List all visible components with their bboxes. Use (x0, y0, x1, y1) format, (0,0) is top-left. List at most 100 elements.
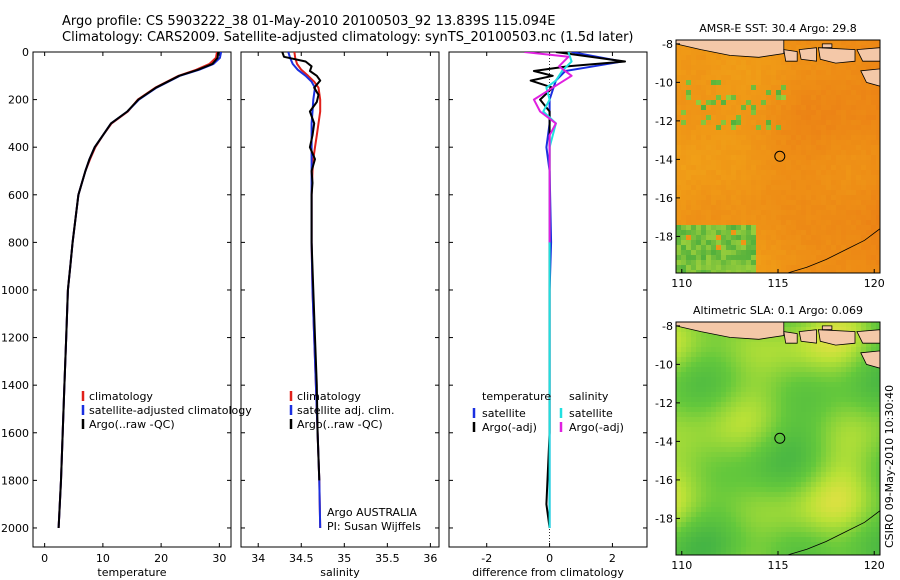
sla_map-cell (876, 477, 880, 483)
sla_map-cell (816, 522, 822, 528)
sla_map-cell (851, 452, 857, 458)
sst_map-cell (776, 255, 782, 261)
sla_map-cell (751, 342, 757, 348)
sla_map-cell (756, 547, 762, 553)
sst_map-cell (781, 120, 787, 126)
sla_map-cell (761, 402, 767, 408)
sst_map-cell (706, 250, 712, 256)
sla_map-cell (711, 352, 717, 358)
sla_map-cell (846, 507, 852, 513)
sst_map-cell (696, 170, 702, 176)
sla_map-cell (746, 397, 752, 403)
sla_map-cell (786, 347, 792, 353)
sst_map-cell (696, 215, 702, 221)
island-landmass (860, 68, 880, 87)
sst_map-cell (811, 110, 817, 116)
salinity-legend-label: satellite adj. clim. (297, 404, 394, 417)
sla_map-cell (876, 417, 880, 423)
sla_map-cell (771, 507, 777, 513)
sla_map-cell (686, 517, 692, 523)
sst_map-cell (726, 225, 732, 231)
sst_map-cell (816, 240, 822, 246)
sst_map-cell (776, 145, 782, 151)
sla_map-cell (701, 337, 707, 343)
sla_map-cell (856, 342, 862, 348)
sla_map-cell (796, 402, 802, 408)
sla_map-cell (786, 492, 792, 498)
sst_map-cell (706, 160, 712, 166)
sla_map-cell (776, 397, 782, 403)
sla_map-cell (831, 412, 837, 418)
sla_map-cell (871, 457, 877, 463)
sst_map-cell (701, 80, 707, 86)
sla_map-cell (711, 447, 717, 453)
sst_map-cell (776, 265, 782, 271)
sla_map-cell (861, 527, 867, 533)
sst_map-cell (746, 200, 752, 206)
sst_map-cell (776, 225, 782, 231)
sst_map-cell (871, 135, 877, 141)
sst_map-cell (816, 255, 822, 261)
sst_map-cell (851, 90, 857, 96)
sst_map-cell (726, 110, 732, 116)
sla_map-cell (771, 417, 777, 423)
sla_map-cell (771, 402, 777, 408)
sla_map-cell (806, 547, 812, 553)
sst_map-cell (796, 245, 802, 251)
sst_map-cell (846, 255, 852, 261)
sla_map-cell (706, 437, 712, 443)
sst_map-cell (796, 220, 802, 226)
sla_map-cell (831, 447, 837, 453)
sla_map-cell (721, 422, 727, 428)
sla_map-cell (731, 467, 737, 473)
sst_map-cell (861, 130, 867, 136)
sla_map-cell (841, 477, 847, 483)
sst_map-cell (711, 135, 717, 141)
sla_map-cell (691, 422, 697, 428)
sst_map-cell (746, 195, 752, 201)
sla_map-cell (741, 412, 747, 418)
sla_map-cell (726, 412, 732, 418)
sst_map-cell (711, 65, 717, 71)
sst_map-cell (846, 130, 852, 136)
sst_map-cell (736, 100, 742, 106)
sst_map-cell (801, 240, 807, 246)
sla_map-cell (851, 547, 857, 553)
sst_map-cell (766, 85, 772, 91)
sst_map-cell (806, 205, 812, 211)
sst_map-cell (781, 100, 787, 106)
sla_map-cell (721, 552, 727, 555)
sst_map-cell (801, 125, 807, 131)
sst_map-cell (856, 260, 862, 266)
sst_map-cell (746, 55, 752, 61)
sla_map-cell (746, 467, 752, 473)
sla_map-cell (791, 382, 797, 388)
sst_map-cell (746, 135, 752, 141)
sla_map-cell (861, 462, 867, 468)
sla_map-cell (681, 372, 687, 378)
sst_map-cell (756, 195, 762, 201)
sla_map-cell (806, 437, 812, 443)
sla_map-cell (716, 452, 722, 458)
sst_map-cell (816, 40, 822, 46)
sst_map-cell (846, 185, 852, 191)
sla_map-cell (731, 532, 737, 538)
sst_map-cell (791, 200, 797, 206)
sla_map-cell (766, 412, 772, 418)
sst_map-cell (686, 185, 692, 191)
sla_map-cell (736, 357, 742, 363)
sst_map-cell (741, 155, 747, 161)
sla_map-cell (836, 407, 842, 413)
sla_map-cell (836, 322, 842, 328)
sst_map-cell (776, 140, 782, 146)
sla_map-cell (771, 552, 777, 555)
sst_map-cell (721, 250, 727, 256)
sst_map-cell (876, 90, 880, 96)
sla_map-cell (766, 447, 772, 453)
sla_map-cell (676, 402, 682, 408)
sst_map-cell (781, 245, 787, 251)
sst_map-cell (746, 255, 752, 261)
sla_map-cell (796, 357, 802, 363)
sst_map-cell (776, 150, 782, 156)
sla_map-cell (821, 552, 827, 555)
